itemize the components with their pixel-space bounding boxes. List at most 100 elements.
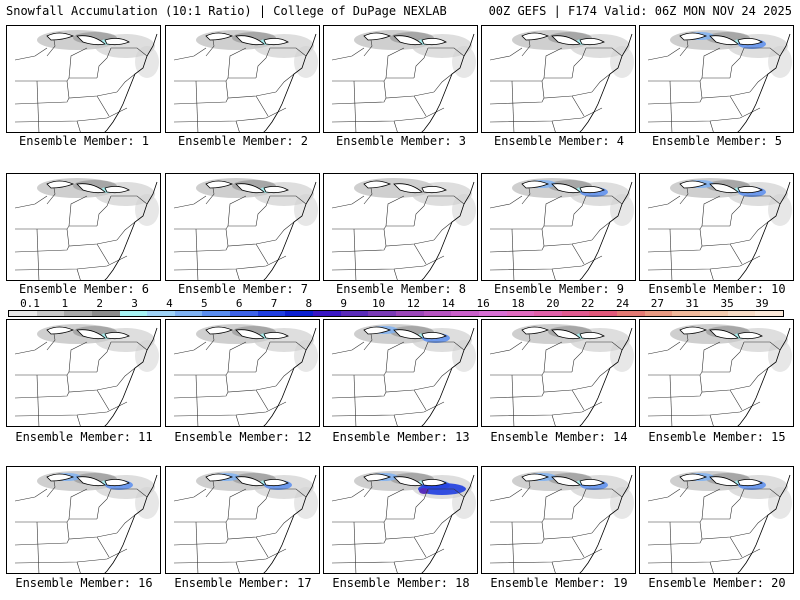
ensemble-member-label: Ensemble Member: 1	[18, 134, 150, 148]
colorbar-swatch	[9, 311, 37, 316]
colorbar-swatch	[313, 311, 341, 316]
map-svg	[173, 178, 318, 280]
colorbar-swatch	[64, 311, 92, 316]
colorbar-label: 24	[615, 297, 630, 310]
ensemble-member-label: Ensemble Member: 3	[335, 134, 467, 148]
ensemble-map-panel	[481, 25, 636, 133]
colorbar-swatch	[174, 311, 203, 316]
colorbar-label: 4	[166, 297, 173, 310]
colorbar-swatch	[561, 311, 590, 316]
ensemble-member-label: Ensemble Member: 16	[15, 576, 153, 590]
colorbar-label: 1	[61, 297, 69, 310]
header-run-info: 00Z GEFS | F174 Valid: 06Z MON NOV 24 20…	[488, 4, 792, 18]
ensemble-map-panel	[481, 319, 636, 427]
ensemble-map-panel	[639, 173, 794, 281]
ensemble-member-label: Ensemble Member: 10	[648, 282, 786, 296]
ensemble-map-panel	[323, 466, 478, 574]
colorbar-swatch	[534, 311, 562, 316]
ensemble-member-label: Ensemble Member: 2	[177, 134, 309, 148]
ensemble-member-label: Ensemble Member: 9	[493, 282, 625, 296]
ensemble-map-panel	[481, 173, 636, 281]
ensemble-member-label: Ensemble Member: 19	[490, 576, 628, 590]
ensemble-map-panel	[481, 466, 636, 574]
colorbar-label: 39	[755, 297, 769, 310]
colorbar-swatch	[119, 311, 148, 316]
map-svg	[489, 30, 634, 132]
colorbar-label: 0.1	[20, 297, 40, 310]
map-svg	[489, 324, 634, 426]
map-svg	[173, 324, 318, 426]
ensemble-map-panel	[165, 319, 320, 427]
colorbar-label: 16	[476, 297, 490, 310]
map-svg	[489, 471, 634, 573]
ensemble-map-panel	[323, 319, 478, 427]
colorbar-swatch	[340, 311, 369, 316]
colorbar	[8, 310, 784, 317]
colorbar-label: 5	[200, 297, 208, 310]
map-svg	[647, 324, 792, 426]
ensemble-map-panel	[6, 466, 161, 574]
colorbar-label: 10	[371, 297, 386, 310]
colorbar-swatch	[230, 311, 258, 316]
colorbar-swatch	[451, 311, 479, 316]
map-svg	[14, 324, 159, 426]
colorbar-swatch	[257, 311, 286, 316]
ensemble-member-label: Ensemble Member: 11	[15, 430, 153, 444]
map-svg	[173, 30, 318, 132]
map-svg	[331, 30, 476, 132]
colorbar-swatch	[617, 311, 645, 316]
colorbar-swatch	[700, 311, 728, 316]
colorbar-swatch	[147, 311, 175, 316]
map-svg	[647, 30, 792, 132]
ensemble-map-panel	[165, 25, 320, 133]
map-svg	[173, 471, 318, 573]
colorbar-label: 35	[720, 297, 734, 310]
colorbar-swatch	[395, 311, 424, 316]
colorbar-label: 6	[235, 297, 243, 310]
colorbar-label: 18	[511, 297, 525, 310]
ensemble-member-label: Ensemble Member: 18	[332, 576, 470, 590]
ensemble-map-panel	[323, 173, 478, 281]
ensemble-map-panel	[165, 173, 320, 281]
map-svg	[331, 324, 476, 426]
colorbar-label: 7	[270, 297, 278, 310]
ensemble-member-label: Ensemble Member: 13	[332, 430, 470, 444]
colorbar-label: 3	[131, 297, 138, 310]
colorbar-swatch	[91, 311, 120, 316]
colorbar-label: 8	[305, 297, 313, 310]
ensemble-map-panel	[639, 466, 794, 574]
ensemble-member-label: Ensemble Member: 5	[651, 134, 783, 148]
map-svg	[14, 178, 159, 280]
map-svg	[489, 178, 634, 280]
colorbar-swatch	[727, 311, 756, 316]
ensemble-member-label: Ensemble Member: 20	[648, 576, 786, 590]
ensemble-map-panel	[6, 319, 161, 427]
ensemble-member-label: Ensemble Member: 14	[490, 430, 628, 444]
ensemble-member-label: Ensemble Member: 12	[174, 430, 312, 444]
colorbar-swatch	[202, 311, 231, 316]
colorbar-swatch	[285, 311, 314, 316]
ensemble-member-label: Ensemble Member: 6	[18, 282, 150, 296]
ensemble-map-panel	[639, 319, 794, 427]
ensemble-map-panel	[323, 25, 478, 133]
header-title: Snowfall Accumulation (10:1 Ratio) | Col…	[6, 4, 447, 18]
ensemble-member-label: Ensemble Member: 8	[335, 282, 467, 296]
colorbar-swatch	[672, 311, 701, 316]
colorbar-label: 14	[441, 297, 455, 310]
map-svg	[331, 471, 476, 573]
map-svg	[647, 471, 792, 573]
colorbar-swatch	[36, 311, 65, 316]
colorbar-swatch	[423, 311, 452, 316]
colorbar-label: 31	[685, 297, 699, 310]
ensemble-member-label: Ensemble Member: 4	[493, 134, 625, 148]
colorbar-swatch	[368, 311, 396, 316]
colorbar-swatch	[755, 311, 783, 316]
ensemble-member-label: Ensemble Member: 7	[177, 282, 309, 296]
colorbar-swatch	[644, 311, 673, 316]
colorbar-swatch	[589, 311, 618, 316]
colorbar-label: 22	[581, 297, 595, 310]
colorbar-swatch	[506, 311, 535, 316]
map-svg	[647, 178, 792, 280]
ensemble-member-label: Ensemble Member: 17	[174, 576, 312, 590]
ensemble-map-panel	[639, 25, 794, 133]
